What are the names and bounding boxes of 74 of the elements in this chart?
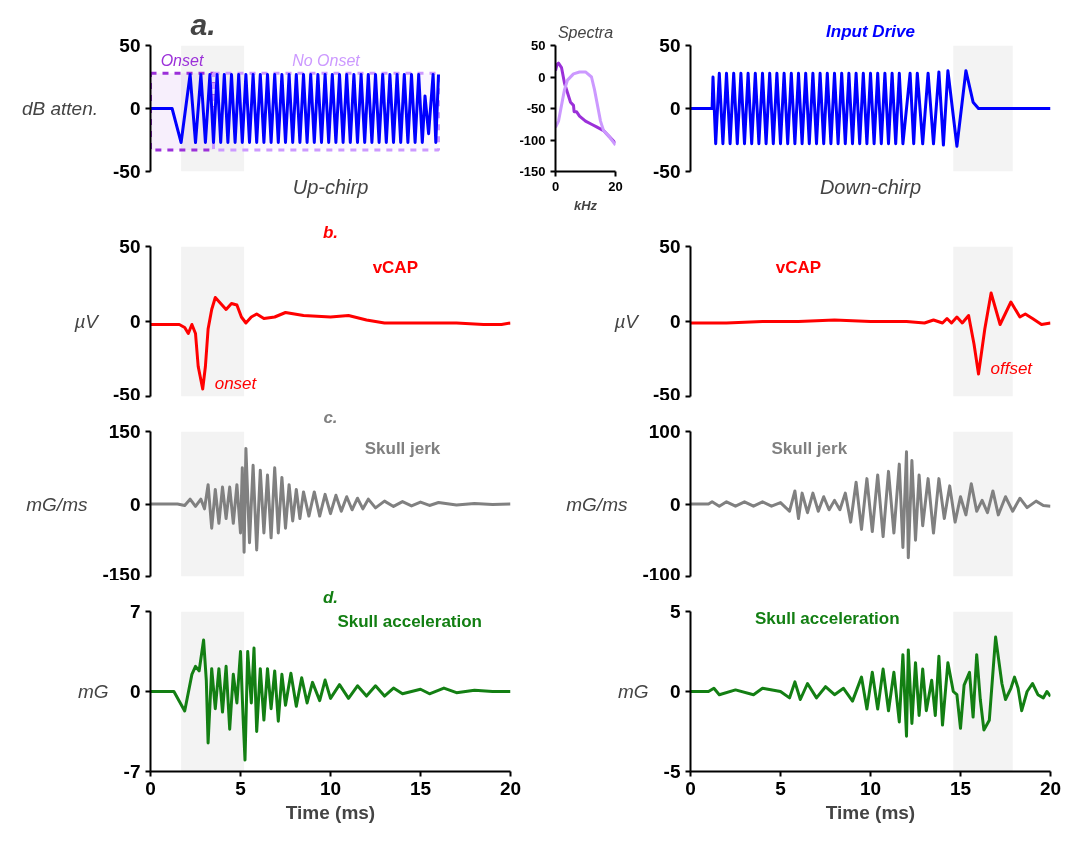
x-axis-title: Time (ms) — [825, 801, 916, 823]
band-label: No Onset — [292, 52, 361, 70]
y-tick-label: 150 — [108, 421, 141, 442]
x-tick-label: 10 — [859, 777, 882, 799]
y-axis-title: mG — [78, 681, 109, 702]
line-series — [150, 296, 511, 391]
series-label: Skull jerk — [771, 438, 848, 458]
y-axis-title: µV — [73, 311, 101, 332]
annotation: onset — [214, 373, 258, 393]
text: vCAP — [372, 257, 418, 277]
x-axis-title: Down-chirp — [819, 175, 922, 198]
y-tick-label: 5 — [669, 601, 681, 622]
y-tick-label: 0 — [129, 681, 141, 702]
line-series — [150, 72, 440, 145]
x-tick-label: 20 — [499, 777, 522, 799]
chart-title: d. — [322, 587, 339, 607]
y-tick-label: -150 — [102, 563, 141, 585]
y-tick-label: 0 — [669, 98, 681, 119]
x-tick-label: 20 — [608, 178, 623, 194]
y-tick-label: 7 — [129, 601, 141, 622]
y-tick-label: 0 — [669, 493, 681, 515]
y-tick-label: -50 — [653, 383, 681, 405]
band-label: Onset — [160, 52, 204, 70]
x-tick-label: 0 — [145, 777, 156, 799]
y-tick-label: 0 — [129, 311, 141, 332]
text: Skull jerk — [364, 438, 441, 458]
y-tick-label: -100 — [519, 132, 546, 148]
y-tick-label: 50 — [659, 236, 681, 257]
x-tick-label: 10 — [319, 777, 342, 799]
y-axis-title: mG/ms — [566, 493, 628, 515]
y-axis-title: mG — [618, 681, 649, 702]
y-tick-label: -50 — [113, 161, 141, 182]
y-tick-label: 50 — [119, 35, 141, 56]
x-tick-label: 0 — [685, 777, 696, 799]
text: vCAP — [775, 257, 822, 277]
x-axis-title: Time (ms) — [285, 801, 376, 823]
x-tick-label: 15 — [949, 777, 972, 799]
y-tick-label: -50 — [653, 161, 681, 182]
text: Skull acceleration — [337, 611, 482, 631]
y-tick-label: 0 — [538, 69, 546, 85]
y-tick-label: 50 — [531, 38, 546, 53]
line-series — [690, 69, 1051, 148]
line-series — [690, 291, 1051, 376]
line-series — [690, 635, 1051, 738]
y-tick-label: -100 — [642, 563, 681, 585]
y-tick-label: 0 — [129, 493, 141, 515]
y-axis-title: dB atten. — [21, 98, 99, 119]
y-tick-label: -5 — [663, 761, 681, 782]
x-tick-label: 15 — [409, 777, 432, 799]
y-tick-label: 50 — [659, 35, 681, 56]
y-tick-label: -50 — [113, 383, 141, 405]
y-axis-title: mG/ms — [26, 493, 88, 515]
x-axis-title: Up-chirp — [292, 175, 369, 198]
y-tick-label: -7 — [123, 761, 141, 782]
y-axis-title: µV — [613, 311, 641, 332]
x-tick-label: 5 — [235, 777, 247, 799]
chart-title: a. — [190, 7, 216, 41]
x-axis-title: kHz — [573, 197, 598, 213]
series-label: Skull acceleration — [755, 608, 900, 628]
annotation: offset — [990, 358, 1034, 378]
y-tick-label: -150 — [519, 164, 546, 179]
chart-title: Spectra — [557, 23, 614, 41]
line-series — [150, 638, 511, 762]
chart-title: Input Drive — [826, 21, 915, 41]
y-tick-label: 50 — [119, 236, 141, 257]
y-tick-label: -50 — [526, 101, 546, 116]
chart-title: c. — [323, 407, 338, 427]
chart-title: b. — [322, 222, 339, 242]
y-tick-label: 0 — [669, 681, 681, 702]
x-tick-label: 5 — [775, 777, 787, 799]
y-tick-label: 0 — [669, 311, 681, 332]
y-tick-label: 100 — [648, 421, 681, 442]
x-tick-label: 20 — [1039, 777, 1062, 799]
y-tick-label: 0 — [129, 98, 141, 119]
